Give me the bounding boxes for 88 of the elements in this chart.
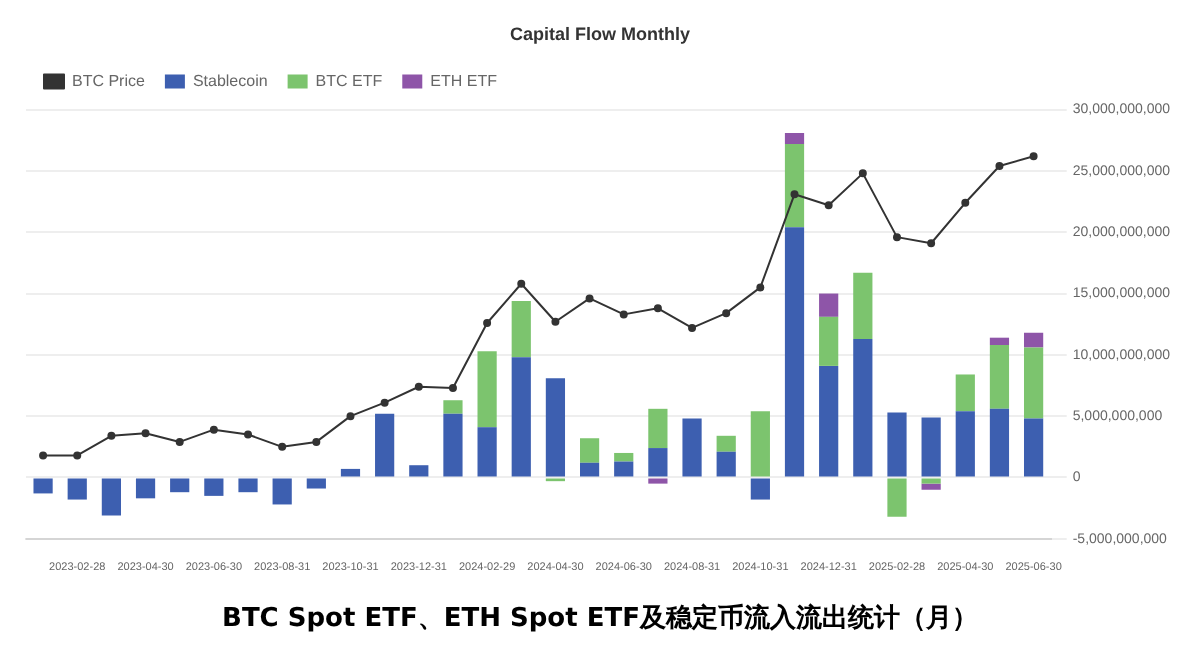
bar	[135, 478, 156, 499]
chart-title: Capital Flow Monthly	[510, 23, 690, 44]
point	[380, 398, 389, 407]
bar	[784, 132, 805, 144]
bar	[579, 438, 600, 463]
bar	[682, 418, 702, 477]
point	[824, 201, 833, 210]
bar	[443, 413, 463, 477]
point	[346, 412, 355, 421]
bar	[511, 300, 531, 358]
point	[995, 162, 1004, 171]
bar	[716, 451, 736, 477]
bar	[306, 478, 326, 489]
bar	[272, 478, 292, 505]
point	[209, 425, 218, 434]
point	[448, 383, 457, 392]
bar	[545, 378, 566, 477]
bar	[955, 411, 975, 477]
bar	[887, 412, 907, 477]
point	[107, 431, 116, 440]
bar	[375, 413, 395, 477]
bar	[477, 427, 497, 477]
bar	[1024, 332, 1044, 348]
bar	[33, 478, 53, 494]
point	[927, 239, 936, 248]
bar	[853, 272, 873, 339]
point	[892, 233, 901, 242]
point	[790, 190, 799, 199]
point	[756, 283, 765, 292]
bar	[101, 478, 121, 516]
bar	[170, 478, 190, 493]
bar	[853, 338, 873, 477]
bar	[648, 448, 668, 477]
point	[244, 430, 253, 439]
bar	[511, 357, 531, 477]
point	[414, 382, 423, 391]
bar	[67, 478, 87, 500]
legend-label: Stablecoin	[192, 72, 268, 91]
bar	[921, 483, 941, 490]
legend-label: BTC ETF	[315, 72, 383, 91]
point	[961, 198, 970, 207]
point	[39, 451, 48, 460]
point	[858, 169, 867, 178]
point	[619, 310, 628, 319]
bar	[614, 452, 634, 462]
point	[551, 317, 560, 326]
bar	[477, 351, 497, 428]
bar	[340, 468, 361, 477]
bar	[614, 461, 634, 477]
point	[73, 451, 82, 460]
text: BTC Spot ETF、ETH Spot ETF及稳定币流入流出统计（月）	[220, 601, 980, 636]
legend-label: ETH ETF	[430, 72, 498, 91]
bar	[1024, 418, 1044, 477]
bar	[989, 337, 1010, 346]
legend-label: BTC Price	[72, 72, 146, 91]
bar	[409, 465, 429, 477]
point	[585, 294, 594, 303]
point	[312, 437, 321, 446]
point	[1029, 152, 1038, 161]
bar	[784, 143, 805, 228]
bar	[648, 408, 668, 449]
point	[722, 309, 731, 318]
bar	[579, 462, 600, 477]
bar	[921, 478, 941, 484]
bar	[955, 374, 975, 412]
bar	[204, 478, 224, 496]
point	[278, 442, 287, 451]
point	[141, 429, 150, 438]
bar	[784, 227, 805, 477]
bar	[989, 345, 1010, 409]
bar	[750, 478, 770, 500]
bar	[1024, 347, 1044, 419]
bar	[819, 316, 839, 366]
bar	[443, 400, 463, 414]
bar	[819, 293, 839, 317]
bar	[238, 478, 258, 493]
point	[483, 318, 492, 327]
point	[175, 437, 184, 446]
bar	[819, 365, 839, 477]
point	[688, 323, 697, 332]
bar	[648, 478, 668, 484]
bar	[887, 478, 907, 517]
bar	[750, 411, 770, 477]
point	[653, 304, 662, 313]
bar	[716, 435, 736, 452]
bar	[989, 408, 1010, 477]
bar	[921, 417, 941, 477]
point	[517, 279, 526, 288]
